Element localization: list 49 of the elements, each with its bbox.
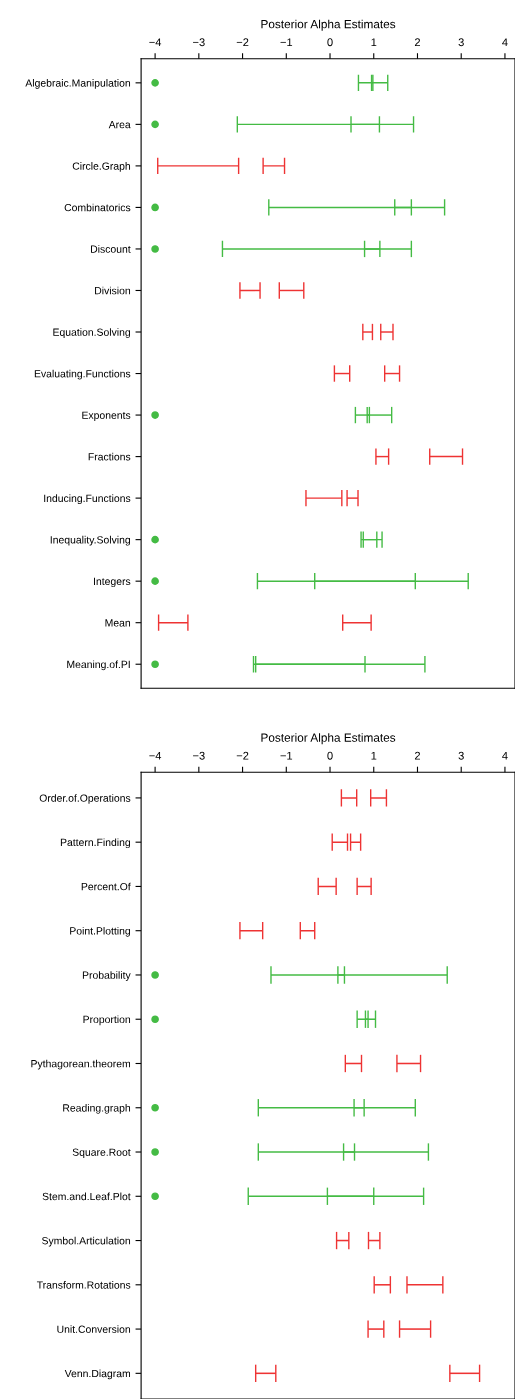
y-tick-label: Exponents: [82, 411, 131, 421]
y-tick-label: Algebraic.Manipulation: [25, 79, 131, 89]
x-tick-label: 3: [458, 751, 464, 760]
x-tick-label: −4: [149, 38, 162, 47]
x-tick-label: 4: [502, 38, 508, 47]
x-tick-label: 3: [458, 38, 464, 47]
y-tick-label: Stem.and.Leaf.Plot: [42, 1192, 131, 1201]
y-tick-label: Combinatorics: [64, 203, 131, 212]
x-tick-label: 1: [371, 751, 377, 760]
y-tick-label: Integers: [94, 577, 131, 588]
y-tick-label: Division: [95, 286, 131, 295]
y-tick-label: Proportion: [83, 1015, 131, 1026]
y-tick-label: Square.Root: [72, 1148, 131, 1158]
y-tick-label: Transform.Rotations: [36, 1281, 131, 1289]
y-tick-label: Fractions: [88, 452, 131, 461]
x-tick-label: −3: [193, 751, 205, 760]
x-tick-label: −1: [280, 751, 293, 760]
y-tick-label: Venn.Diagram: [64, 1369, 131, 1380]
y-tick-label: Evaluating.Functions: [34, 369, 131, 380]
y-tick-label: Meaning.of.PI: [67, 660, 130, 671]
y-tick-label: Pythagorean.theorem: [31, 1059, 131, 1070]
x-tick-label: 0: [327, 751, 333, 760]
x-tick-label: 1: [371, 38, 377, 47]
x-tick-label: 0: [327, 38, 333, 47]
y-tick-label: Discount: [91, 245, 131, 253]
y-tick-label: Inequality.Solving: [50, 535, 131, 546]
y-tick-label: Unit.Conversion: [57, 1325, 131, 1333]
x-tick-label: 4: [502, 751, 508, 760]
x-tick-label: 2: [414, 38, 421, 47]
y-tick-label: Reading.graph: [63, 1103, 131, 1114]
x-tick-label: −4: [149, 751, 162, 760]
chart-title: Posterior Alpha Estimates: [261, 733, 396, 745]
chart-title: Posterior Alpha Estimates: [261, 19, 396, 31]
y-tick-label: Inducing.Functions: [44, 494, 131, 505]
x-tick-label: −2: [236, 751, 249, 760]
y-tick-label: Order.of.Operations: [39, 794, 131, 804]
y-tick-label: Symbol.Articulation: [42, 1236, 131, 1247]
y-tick-label: Point.Plotting: [70, 926, 131, 937]
x-tick-label: −3: [193, 38, 205, 47]
x-tick-label: −1: [280, 38, 293, 47]
y-tick-label: Probability: [82, 971, 131, 981]
x-tick-label: −2: [236, 38, 249, 47]
x-tick-label: 2: [414, 751, 421, 760]
y-tick-label: Pattern.Finding: [60, 838, 131, 849]
y-tick-label: Mean: [105, 619, 131, 627]
y-tick-label: Equation.Solving: [53, 328, 131, 338]
y-tick-label: Percent.Of: [81, 882, 131, 891]
y-tick-label: Circle.Graph: [72, 162, 131, 172]
y-tick-label: Area: [108, 120, 131, 129]
